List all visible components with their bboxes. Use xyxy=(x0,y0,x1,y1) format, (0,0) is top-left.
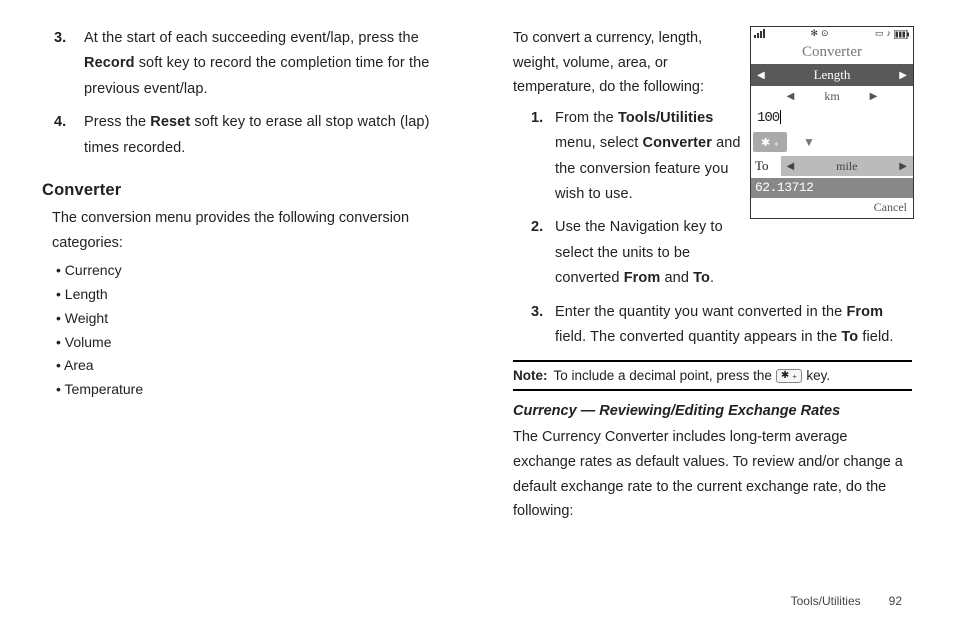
phone-title: Converter xyxy=(751,42,913,64)
footer-section: Tools/Utilities xyxy=(791,594,861,608)
footer-page: 92 xyxy=(889,594,902,608)
step-body: Use the Navigation key to select the uni… xyxy=(555,215,745,291)
right-arrow-icon[interactable]: ▶ xyxy=(899,70,907,81)
text: field. The converted quantity appears in… xyxy=(555,329,841,345)
converter-intro: The conversion menu provides the followi… xyxy=(42,206,467,255)
from-value: 100 xyxy=(757,110,779,126)
left-column: 3. At the start of each succeeding event… xyxy=(42,26,467,528)
bold-to: To xyxy=(841,329,858,345)
note-text-post: key. xyxy=(806,368,830,383)
from-unit-value: km xyxy=(824,89,839,104)
bullet-length: • Length xyxy=(42,283,467,307)
right-column: ✻ ⊙ ▭ ♪ Converter ◀ Length ▶ ◀ km xyxy=(513,26,912,528)
step-3: 3. At the start of each succeeding event… xyxy=(42,26,467,102)
note-label: Note: xyxy=(513,368,548,383)
right-step-3: 3. Enter the quantity you want converted… xyxy=(513,300,912,351)
text: . xyxy=(710,270,714,286)
note-block: Note: To include a decimal point, press … xyxy=(513,360,912,391)
result-value: 62.13712 xyxy=(751,178,913,198)
bullet-currency: • Currency xyxy=(42,259,467,283)
step-body: At the start of each succeeding event/la… xyxy=(84,26,467,102)
phone-screenshot: ✻ ⊙ ▭ ♪ Converter ◀ Length ▶ ◀ km xyxy=(750,26,914,219)
phone-statusbar: ✻ ⊙ ▭ ♪ xyxy=(751,27,913,42)
bullet-volume: • Volume xyxy=(42,331,467,355)
right-step-2: 2. Use the Navigation key to select the … xyxy=(513,215,912,291)
star-icon: ✻ xyxy=(810,28,819,41)
to-unit-selector[interactable]: ◀ mile ▶ xyxy=(781,156,913,176)
text: Press the xyxy=(84,114,150,130)
cursor-icon xyxy=(780,110,781,124)
down-arrow-icon: ▼ xyxy=(803,135,815,149)
text: At the start of each succeeding event/la… xyxy=(84,30,419,46)
to-label: To xyxy=(751,158,781,174)
cancel-softkey[interactable]: Cancel xyxy=(874,200,907,215)
bold-reset: Reset xyxy=(150,114,190,130)
from-value-row: 100 xyxy=(751,106,913,130)
text: menu, select xyxy=(555,135,643,151)
currency-subheading: Currency — Reviewing/Editing Exchange Ra… xyxy=(513,403,912,419)
decimal-row: ✱ ₊ ▼ xyxy=(751,130,913,154)
music-icon: ♪ xyxy=(886,28,892,41)
to-unit-value: mile xyxy=(836,159,857,174)
step-body: Press the Reset soft key to erase all st… xyxy=(84,110,467,161)
bullet-temperature: • Temperature xyxy=(42,378,467,402)
card-icon: ▭ xyxy=(875,28,885,41)
left-arrow-icon[interactable]: ◀ xyxy=(757,70,765,81)
text: and xyxy=(660,270,693,286)
step-number: 1. xyxy=(513,106,555,208)
step-number: 3. xyxy=(513,300,555,351)
right-arrow-icon[interactable]: ▶ xyxy=(870,91,878,102)
bold-tools: Tools/Utilities xyxy=(618,110,714,126)
category-value: Length xyxy=(765,67,900,83)
right-intro: To convert a currency, length, weight, v… xyxy=(513,26,743,100)
note-text-pre: To include a decimal point, press the xyxy=(554,368,772,383)
to-row: To ◀ mile ▶ xyxy=(751,154,913,178)
step-number: 2. xyxy=(513,215,555,291)
text: From the xyxy=(555,110,618,126)
softkey-row: Cancel xyxy=(751,198,913,218)
category-selector[interactable]: ◀ Length ▶ xyxy=(751,64,913,86)
text: soft key to record the completion time f… xyxy=(84,55,429,96)
star-key-icon: ✱ ₊ xyxy=(776,369,802,383)
signal-icon xyxy=(754,28,765,41)
currency-para: The Currency Converter includes long-ter… xyxy=(513,425,912,524)
bold-to: To xyxy=(693,270,710,286)
page-footer: Tools/Utilities 92 xyxy=(791,594,902,608)
battery-icon xyxy=(894,28,910,41)
text: field. xyxy=(858,329,893,345)
from-unit-selector[interactable]: ◀ km ▶ xyxy=(751,86,913,106)
left-arrow-icon[interactable]: ◀ xyxy=(787,91,795,102)
bold-from: From xyxy=(624,270,661,286)
text: Enter the quantity you want converted in… xyxy=(555,304,846,320)
bold-record: Record xyxy=(84,55,135,71)
bullet-weight: • Weight xyxy=(42,307,467,331)
right-arrow-icon[interactable]: ▶ xyxy=(899,161,907,172)
left-arrow-icon[interactable]: ◀ xyxy=(787,161,795,172)
bold-from: From xyxy=(846,304,883,320)
converter-heading: Converter xyxy=(42,181,467,200)
step-body: Enter the quantity you want converted in… xyxy=(555,300,912,351)
from-value-input[interactable]: 100 xyxy=(751,110,781,126)
step-body: From the Tools/Utilities menu, select Co… xyxy=(555,106,745,208)
step-number: 3. xyxy=(42,26,84,102)
bullet-area: • Area xyxy=(42,354,467,378)
bold-converter: Converter xyxy=(643,135,712,151)
step-number: 4. xyxy=(42,110,84,161)
alarm-icon: ⊙ xyxy=(821,28,830,41)
step-4: 4. Press the Reset soft key to erase all… xyxy=(42,110,467,161)
star-key-button[interactable]: ✱ ₊ xyxy=(753,132,787,152)
